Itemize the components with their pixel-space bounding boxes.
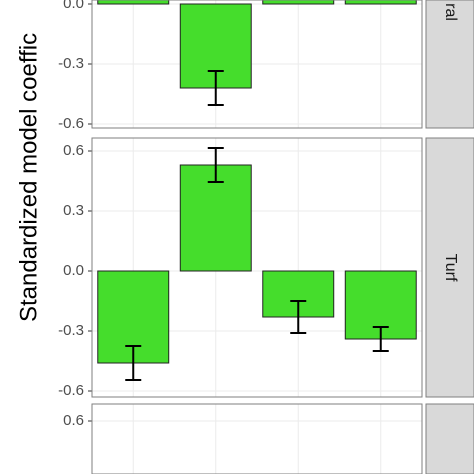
error-bar: [207, 147, 224, 183]
panel-border: [91, 0, 423, 129]
bar: [344, 0, 417, 5]
error-bar: [372, 326, 389, 352]
y-tick-label: -0.6: [58, 115, 84, 132]
error-bar: [207, 70, 224, 106]
strip: [425, 0, 474, 129]
y-tick-label: 0.6: [63, 412, 84, 429]
y-tick-label: 0.3: [63, 202, 84, 219]
panel: [92, 0, 422, 128]
bar: [262, 0, 335, 5]
strip: [425, 403, 474, 474]
bar: [97, 0, 170, 5]
strip: [425, 137, 474, 398]
error-bar: [290, 300, 307, 334]
panel: [92, 138, 422, 397]
strip-label: Turf: [442, 254, 459, 282]
y-tick-label: 0.0: [63, 262, 84, 279]
y-tick-label: 0.6: [63, 142, 84, 159]
y-tick-label: -0.3: [58, 322, 84, 339]
y-tick-label: -0.6: [58, 382, 84, 399]
y-axis-label: Standardized model coeffic: [15, 33, 42, 322]
y-tick-label: -0.3: [58, 55, 84, 72]
panel-border: [91, 403, 423, 474]
panel-background: [92, 404, 422, 474]
strip-label: ral: [442, 3, 459, 21]
error-bar: [125, 345, 142, 381]
panel: [92, 404, 422, 474]
panel-border: [91, 137, 423, 398]
y-tick-label: 0.0: [63, 0, 84, 12]
